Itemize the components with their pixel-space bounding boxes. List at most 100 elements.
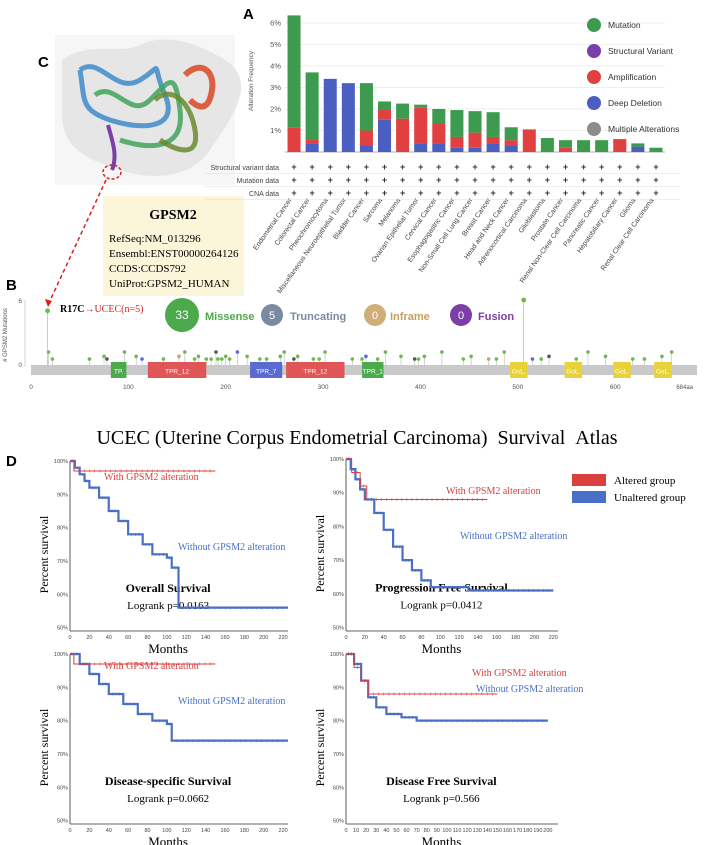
km-pvalue: Logrank p=0.0412 <box>400 600 482 612</box>
km-y-label: Percent survival <box>313 708 327 786</box>
protein-domain-label: TP. <box>114 369 123 376</box>
km-altered-curve-censor: + <box>450 497 454 504</box>
km-altered-curve-censor: + <box>177 468 181 475</box>
data-row-mark: + <box>291 162 296 172</box>
km-x-tick: 220 <box>279 635 288 641</box>
bar-mutation <box>450 110 464 137</box>
km-altered-curve <box>346 653 498 695</box>
km-altered-curve-censor: + <box>151 661 155 668</box>
km-x-tick: 130 <box>473 828 482 834</box>
km-unaltered-curve-censor: + <box>443 584 447 591</box>
legend-label-amplification: Amplification <box>608 72 656 82</box>
km-unaltered-curve-censor: + <box>233 738 237 745</box>
km-unaltered-curve-censor: + <box>470 718 474 725</box>
km-unaltered-curve-censor: + <box>147 542 151 549</box>
km-altered-curve-censor: + <box>70 458 74 465</box>
km-unaltered-curve-censor: + <box>281 605 285 612</box>
lollipop-head <box>383 350 388 354</box>
bar-amplification <box>359 130 373 146</box>
km-altered-curve-censor: + <box>380 497 384 504</box>
bar-deletion <box>341 83 355 152</box>
data-row-mark: + <box>635 162 640 172</box>
km-unaltered-curve-censor: + <box>434 584 438 591</box>
bar-deletion <box>378 119 392 152</box>
km-altered-curve <box>346 458 488 500</box>
badge-label: Truncating <box>290 311 346 323</box>
km-altered-curve-censor: + <box>347 456 351 463</box>
km-altered-curve-censor: + <box>434 691 438 698</box>
km-altered-curve-censor: + <box>395 497 399 504</box>
km-unaltered-curve-censor: + <box>217 738 221 745</box>
bar-amplification <box>396 118 410 152</box>
lollipop-head <box>245 354 249 359</box>
lollipop-head <box>311 357 316 361</box>
lollipop-head <box>486 357 491 361</box>
km-unaltered-curve-censor: + <box>465 718 469 725</box>
km-x-label: Months <box>422 641 462 656</box>
km-unaltered-curve-censor: + <box>369 497 373 504</box>
survival-atlas-title: UCEC (Uterine Corpus Endometrial Carcino… <box>96 427 617 449</box>
km-unaltered-curve-censor: + <box>100 681 104 688</box>
km-altered-curve-censor: + <box>114 468 118 475</box>
km-unaltered-curve-censor: + <box>196 738 200 745</box>
bar-amplification <box>468 132 482 148</box>
km-unaltered-curve-censor: + <box>229 605 233 612</box>
legend-swatch-multiple <box>587 122 601 136</box>
km-x-tick: 20 <box>362 635 368 641</box>
km-unaltered-curve-censor: + <box>457 584 461 591</box>
km-altered-curve-censor: + <box>124 661 128 668</box>
x-tick-label: 300 <box>318 384 329 391</box>
lollipop-head <box>177 354 181 359</box>
y-tick-label: 5% <box>270 40 281 49</box>
data-row-mark: + <box>617 175 622 185</box>
km-unaltered-curve-censor: + <box>407 715 411 722</box>
y-tick-label: 4% <box>270 61 281 70</box>
km-unaltered-curve-censor: + <box>265 605 269 612</box>
km-altered-curve-censor: + <box>353 470 357 477</box>
bar-mutation <box>432 108 446 125</box>
km-unaltered-curve <box>70 459 288 609</box>
y-axis-label: # GPSM2 Mutations <box>3 308 9 362</box>
km-x-tick: 10 <box>353 828 359 834</box>
data-row-mark: + <box>653 175 658 185</box>
km-x-tick: 160 <box>220 828 229 834</box>
km-unaltered-curve-censor: + <box>202 738 206 745</box>
y-max-label: 6 <box>18 298 22 305</box>
km-altered-curve-censor: + <box>362 483 366 490</box>
km-unaltered-curve-censor: + <box>260 605 264 612</box>
km-y-tick: 80% <box>333 719 344 725</box>
km-y-tick: 50% <box>57 819 68 825</box>
data-row-mark: + <box>545 162 550 172</box>
km-altered-curve-censor: + <box>480 497 484 504</box>
protein-domain <box>613 362 631 378</box>
lollipop-head <box>539 357 544 361</box>
data-row-mark: + <box>382 162 387 172</box>
lollipop-head <box>264 357 269 361</box>
data-row-mark: + <box>400 188 405 198</box>
km-x-tick: 60 <box>125 635 131 641</box>
bar-deletion <box>504 145 518 152</box>
km-x-label: Months <box>148 834 188 845</box>
legend-label-structural: Structural Variant <box>608 46 674 56</box>
lollipop-head <box>220 357 224 361</box>
km-altered-curve-censor: + <box>172 468 176 475</box>
km-unaltered-curve-censor: + <box>413 567 417 574</box>
lollipop-head <box>196 354 201 359</box>
lollipop-head <box>416 357 421 361</box>
km-unaltered-label: Without GPSM2 alteration <box>460 531 567 542</box>
data-row-mark: + <box>472 162 477 172</box>
lollipop-head <box>87 357 92 361</box>
data-row-mark: + <box>617 162 622 172</box>
km-pvalue: Logrank p=0.0163 <box>127 600 209 612</box>
km-unaltered-curve-censor: + <box>450 718 454 725</box>
km-x-tick: 120 <box>463 828 472 834</box>
data-row-mark: + <box>509 162 514 172</box>
legend-altered-swatch <box>572 474 606 486</box>
km-unaltered-curve-censor: + <box>347 651 351 658</box>
bar-mutation <box>378 101 392 111</box>
km-unaltered-curve-censor: + <box>496 718 500 725</box>
lollipop-head <box>50 357 55 361</box>
km-unaltered-curve-censor: + <box>75 651 79 658</box>
km-unaltered-curve-censor: + <box>516 718 520 725</box>
km-unaltered-curve-censor: + <box>531 718 535 725</box>
